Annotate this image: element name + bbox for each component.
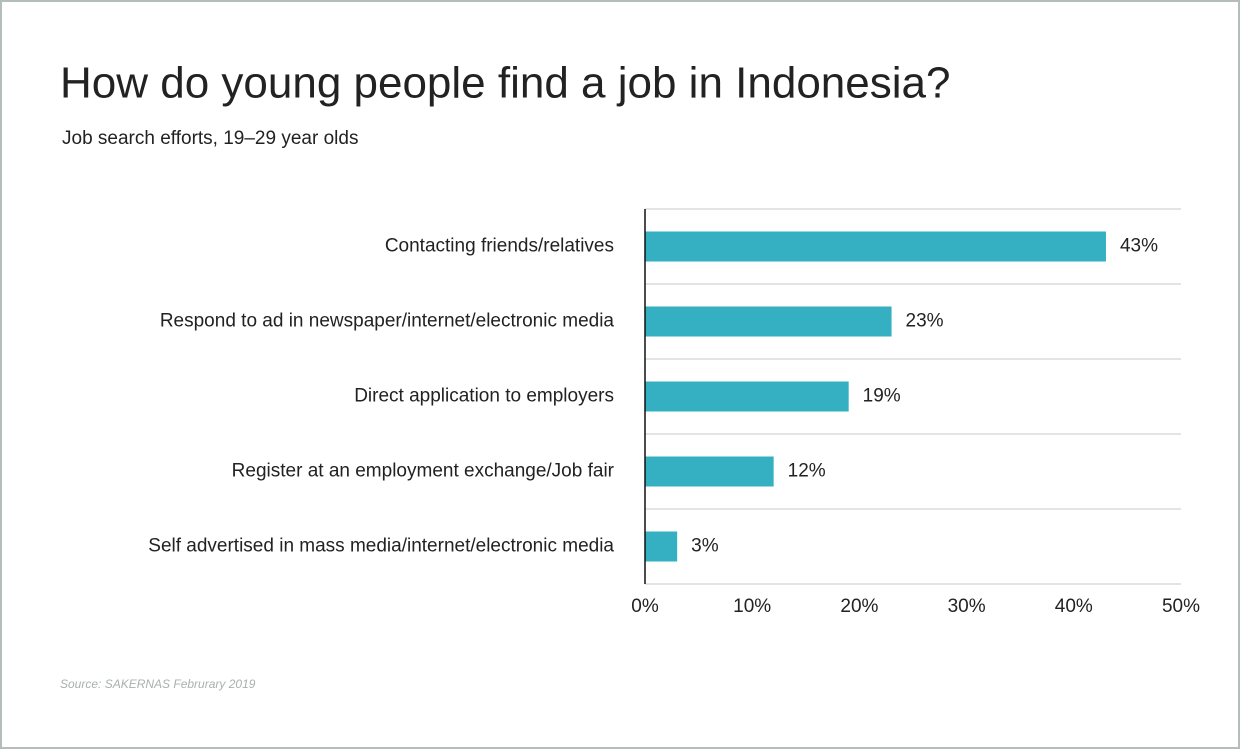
bar [645, 381, 849, 412]
bar [645, 231, 1106, 262]
bar [645, 306, 892, 337]
value-label: 19% [863, 386, 901, 407]
value-label: 43% [1120, 236, 1158, 257]
x-tick-label: 50% [1162, 596, 1200, 617]
y-tick-label: Self advertised in mass media/internet/e… [148, 536, 614, 557]
x-tick-label: 40% [1055, 596, 1093, 617]
x-tick-label: 30% [948, 596, 986, 617]
y-tick-label: Respond to ad in newspaper/internet/elec… [160, 311, 615, 332]
y-tick-label: Contacting friends/relatives [385, 236, 614, 257]
x-tick-label: 0% [631, 596, 659, 617]
value-label: 3% [691, 536, 719, 557]
value-label: 23% [906, 311, 944, 332]
bar [645, 456, 774, 487]
x-tick-label: 10% [733, 596, 771, 617]
value-label: 12% [788, 461, 826, 482]
chart-subtitle: Job search efforts, 19–29 year olds [62, 128, 358, 149]
x-tick-label: 20% [840, 596, 878, 617]
source-note: Source: SAKERNAS Februrary 2019 [60, 677, 256, 691]
y-tick-label: Direct application to employers [354, 386, 614, 407]
chart-title: How do young people find a job in Indone… [60, 59, 950, 108]
bar [645, 531, 678, 562]
y-tick-label: Register at an employment exchange/Job f… [232, 461, 615, 482]
